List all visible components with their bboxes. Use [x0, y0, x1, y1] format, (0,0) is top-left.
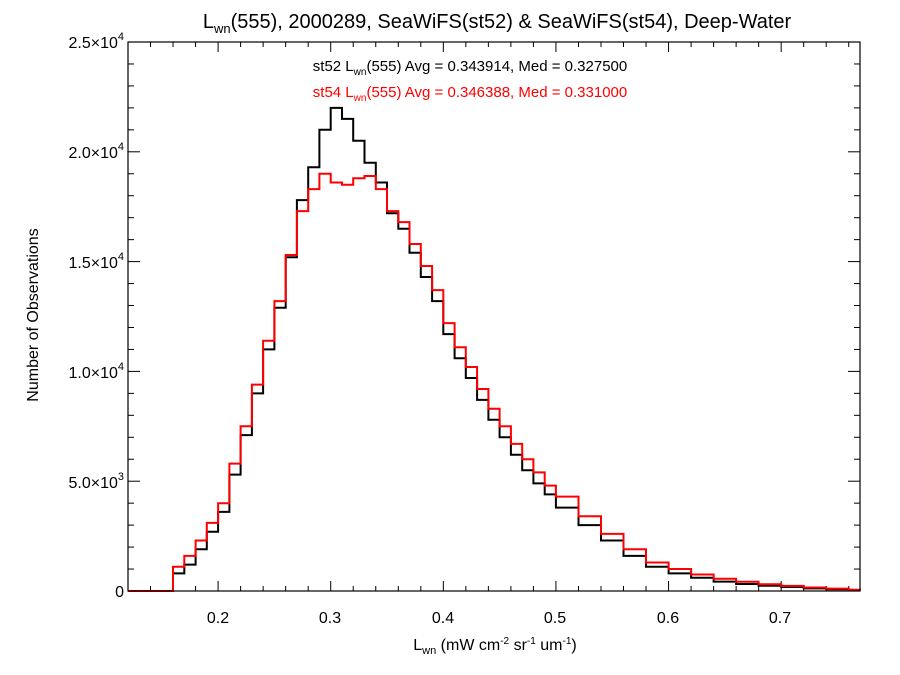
- y-tick-label: 2.5×104: [68, 31, 124, 52]
- annotation-st54: st54 Lwn(555) Avg = 0.346388, Med = 0.33…: [313, 84, 627, 104]
- y-tick-label: 5.0×103: [68, 471, 124, 492]
- axis-tick-marks: [127, 41, 860, 592]
- x-tick-label: 0.2: [207, 610, 229, 627]
- x-tick-label: 0.3: [319, 610, 341, 627]
- x-axis-label: Lwn (mW cm-2 sr-1 um-1): [413, 636, 576, 657]
- x-tick-labels: 0.2 0.3 0.4 0.5 0.6 0.7: [207, 610, 791, 627]
- x-tick-label: 0.7: [769, 610, 791, 627]
- y-tick-labels: 0 5.0×103 1.0×104 1.5×104 2.0×104 2.5×10…: [68, 31, 124, 601]
- x-tick-label: 0.6: [657, 610, 679, 627]
- y-tick-label: 0: [115, 584, 124, 601]
- plot-frame: [127, 41, 861, 592]
- x-tick-label: 0.4: [432, 610, 454, 627]
- annotation-st52: st52 Lwn(555) Avg = 0.343914, Med = 0.32…: [313, 58, 627, 78]
- y-tick-label: 1.5×104: [68, 251, 124, 272]
- series-layer: [128, 106, 861, 592]
- chart-title: Lwn(555), 2000289, SeaWiFS(st52) & SeaWi…: [203, 11, 792, 36]
- y-tick-label: 2.0×104: [68, 141, 124, 162]
- y-axis-label: Number of Observations: [25, 228, 42, 401]
- x-tick-label: 0.5: [544, 610, 566, 627]
- y-tick-label: 1.0×104: [68, 361, 124, 382]
- series-st54-line: [128, 172, 861, 592]
